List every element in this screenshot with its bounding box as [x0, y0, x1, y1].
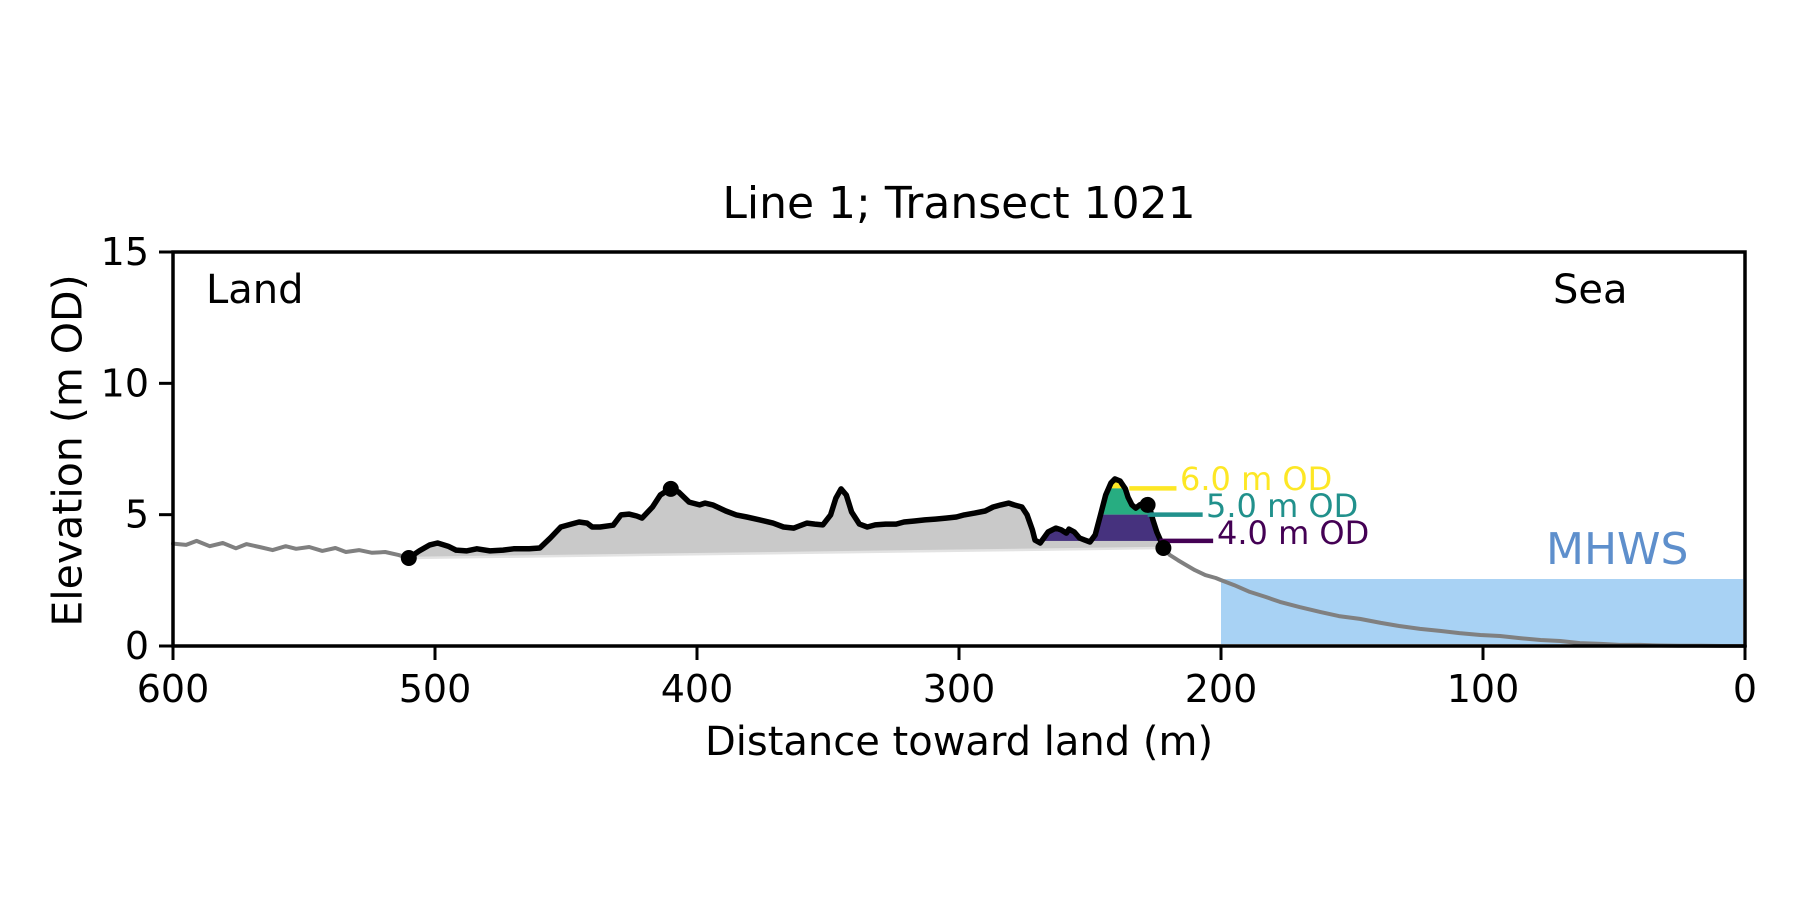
x-axis-label: Distance toward land (m) [704, 719, 1214, 765]
contour-label-6m: 6.0 m OD [1180, 460, 1333, 498]
x-tick-label: 200 [1185, 667, 1258, 711]
x-tick-label: 0 [1733, 667, 1757, 711]
y-tick-label: 10 [101, 361, 149, 405]
mhws-label: MHWS [1546, 524, 1689, 575]
x-tick-label: 100 [1447, 667, 1520, 711]
sea-corner-label: Sea [1553, 267, 1628, 313]
band-6m [1034, 478, 1164, 489]
beach-profile-line [406, 476, 1167, 561]
y-tick-label: 5 [125, 493, 149, 537]
y-tick-label: 15 [101, 230, 149, 274]
y-axis-label: Elevation (m OD) [43, 274, 92, 627]
x-tick-label: 600 [137, 667, 210, 711]
contour-label-5m: 5.0 m OD [1206, 487, 1359, 525]
profile-fill [408, 478, 1164, 558]
profile-marker [1139, 496, 1156, 513]
contour-label-4m: 4.0 m OD [1217, 514, 1370, 552]
x-tick-label: 400 [661, 667, 734, 711]
y-tick-label: 0 [125, 624, 149, 668]
landward-terrain-line [171, 538, 411, 560]
profile-marker [400, 550, 417, 566]
profile-baseline [408, 546, 1164, 560]
profile-marker [662, 480, 679, 497]
x-tick-label: 500 [399, 667, 472, 711]
chart-title: Line 1; Transect 1021 [722, 178, 1196, 229]
land-corner-label: Land [206, 267, 304, 313]
profile-marker [1155, 540, 1172, 556]
x-tick-label: 300 [923, 667, 996, 711]
